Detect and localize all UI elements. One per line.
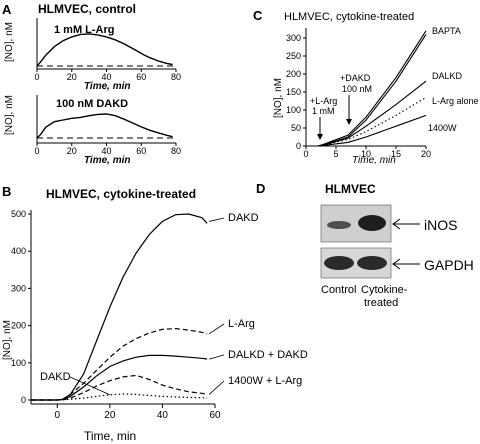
series-line — [31, 327, 208, 401]
panel-c-arrow2-line1: +DAKD — [340, 73, 371, 83]
panel-a-top-ylabel: [NO], nM — [4, 22, 15, 62]
panel-c-arrow1-line2: 1 mM — [312, 106, 335, 116]
panel-a-letter: A — [2, 2, 12, 17]
inos-band-treated — [358, 215, 386, 231]
series-label-leader — [209, 354, 225, 360]
panel-a-bottom-label: 100 nM DAKD — [56, 98, 128, 110]
panel-a-top-label: 1 mM L-Arg — [54, 24, 115, 36]
x-tick-label: 40 — [157, 410, 169, 421]
panel-a-title: HLMVEC, control — [38, 2, 136, 16]
panel-d-letter: D — [256, 181, 265, 196]
panel-a-bottom-trace — [36, 113, 173, 139]
gapdh-band-control — [324, 256, 354, 270]
inos-band-control — [327, 221, 351, 229]
y-tick-label: 100 — [11, 358, 26, 368]
x-tick-label: 60 — [136, 146, 146, 156]
x-tick-label: 0 — [55, 410, 61, 421]
lane-label-control: Control — [321, 284, 356, 296]
y-tick-label: 150 — [286, 87, 301, 97]
panel-c-letter: C — [253, 8, 263, 23]
panel-c-xlabel: Time, min — [352, 155, 396, 166]
x-tick-label: 10 — [361, 149, 371, 159]
panel-d-title: HLMVEC — [325, 182, 376, 196]
series-label-leader — [208, 380, 225, 395]
panel-a-top-trace — [36, 33, 173, 67]
x-tick-label: 60 — [209, 410, 221, 421]
inos-label: iNOS — [424, 217, 457, 233]
series-label: BAPTA — [432, 26, 461, 36]
x-tick-label: 0 — [34, 146, 39, 156]
panel-c-arrow1-head — [317, 134, 323, 140]
y-tick-label: 100 — [286, 105, 301, 115]
panel-b-chart: 0 100 200 300 400 500 0 20 40 60 DAKD L-Arg DALKD +… — [2, 209, 308, 421]
panel-a-top-xlabel: Time, min — [84, 81, 131, 92]
panel-a-bottom-xlabel: Time, min — [84, 155, 131, 166]
panel-b-letter: B — [2, 184, 11, 199]
x-tick-label: 20 — [67, 72, 77, 82]
x-tick-label: 40 — [101, 146, 111, 156]
x-tick-label: 80 — [171, 72, 181, 82]
panel-c-arrow2-head — [346, 119, 352, 125]
y-tick-label: 200 — [11, 321, 26, 331]
x-tick-label: 20 — [67, 146, 77, 156]
x-tick-label: 20 — [421, 149, 431, 159]
y-tick-label: 300 — [286, 33, 301, 43]
x-tick-label: 0 — [34, 72, 39, 82]
x-tick-label: 60 — [136, 72, 146, 82]
panel-c-arrow1-line1: +L-Arg — [310, 96, 337, 106]
series-label: 1400W + L-Arg — [228, 375, 302, 387]
series-line — [31, 393, 208, 401]
series-label: DAKD — [228, 212, 259, 224]
x-tick-label: 80 — [171, 146, 181, 156]
y-tick-label: 0 — [296, 141, 301, 151]
y-tick-label: 0 — [21, 395, 26, 405]
series-label: 1400W — [428, 123, 457, 133]
series-label-leader — [69, 376, 111, 396]
panel-d-blot: iNOS GAPDH Control Cytokine- treated — [320, 204, 474, 309]
x-tick-label: 20 — [104, 410, 116, 421]
x-tick-label: 5 — [333, 149, 338, 159]
series-label: DALKD — [432, 71, 463, 81]
y-tick-label: 500 — [11, 209, 26, 219]
y-tick-label: 50 — [291, 123, 301, 133]
panel-b-ylabel: [NO], nM — [2, 320, 13, 360]
panel-c-ylabel: [NO], nM — [273, 78, 284, 118]
panel-a-bottom-chart: 0 20 40 60 80 100 nM DAKD [NO], nM — [4, 95, 181, 156]
x-tick-label: 0 — [303, 149, 308, 159]
y-tick-label: 200 — [286, 69, 301, 79]
lane-label-treated: treated — [364, 297, 398, 309]
panel-b-xlabel: Time, min — [84, 429, 136, 443]
lane-label-cytokine: Cytokine- — [361, 284, 408, 296]
x-tick-label: 15 — [391, 149, 401, 159]
series-label: DAKD — [40, 371, 71, 383]
panel-c-chart: 0 50 100 150 200 250 300 0 5 10 15 20 BAPTA DALKD L-A… — [273, 26, 479, 159]
series-label-leader — [208, 323, 225, 335]
x-tick-label: 40 — [101, 72, 111, 82]
gapdh-band-treated — [357, 256, 387, 270]
y-tick-label: 250 — [286, 51, 301, 61]
gapdh-label: GAPDH — [424, 257, 474, 273]
series-label: DALKD + DAKD — [228, 349, 308, 361]
panel-a-bottom-ylabel: [NO], nM — [4, 95, 15, 135]
series-label: L-Arg — [228, 318, 255, 330]
series-label-leader — [209, 217, 225, 222]
panel-c-title: HLMVEC, cytokine-treated — [284, 11, 414, 23]
y-tick-label: 300 — [11, 283, 26, 293]
y-tick-label: 400 — [11, 246, 26, 256]
panel-c-arrow2-line2: 100 nM — [342, 84, 372, 94]
panel-b-title: HLMVEC, cytokine-treated — [46, 187, 196, 201]
panel-a-top-chart: 0 20 40 60 80 1 mM L-Arg [NO], nM — [4, 18, 181, 82]
series-label: L-Arg alone — [432, 96, 479, 106]
